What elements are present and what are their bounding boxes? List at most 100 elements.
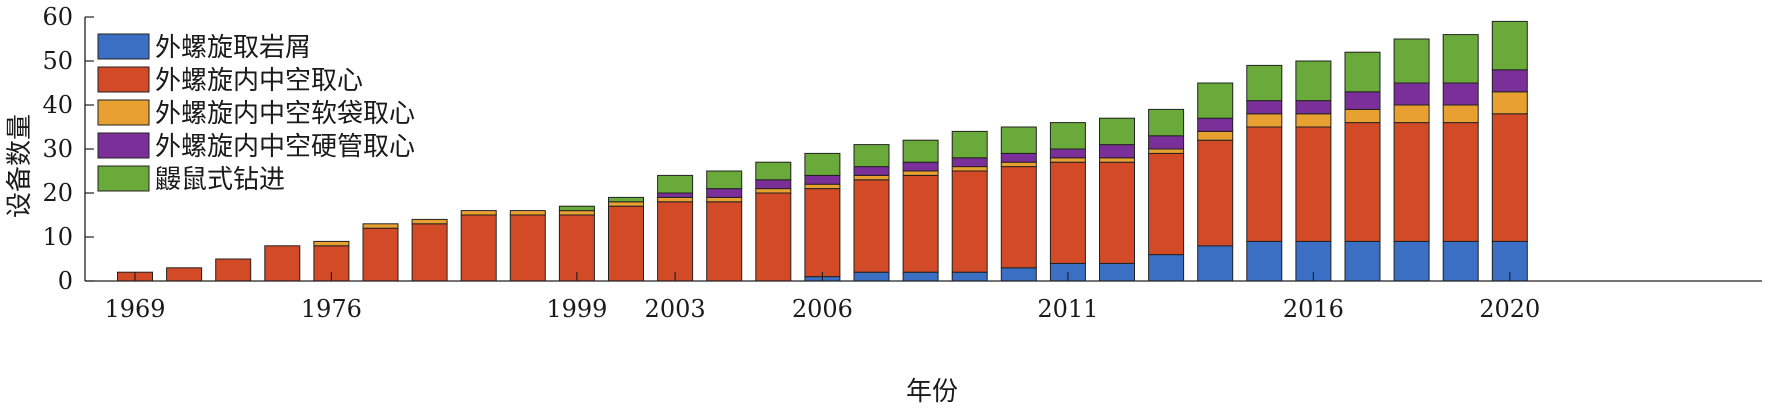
legend-swatch-4 <box>97 132 150 159</box>
bar-segment-1-22 <box>1148 254 1185 282</box>
bar-segment-3-14 <box>755 188 792 194</box>
bar-segment-5-23 <box>1197 82 1234 119</box>
bar-segment-4-19 <box>1000 152 1037 163</box>
bar-segment-3-16 <box>853 174 890 181</box>
bar-segment-4-17 <box>902 161 939 172</box>
bar-segment-4-28 <box>1442 82 1479 106</box>
bar-segment-2-23 <box>1197 139 1234 247</box>
bar-segment-2-25 <box>1295 126 1332 242</box>
bar-segment-4-16 <box>853 166 890 176</box>
bar-segment-2-26 <box>1344 122 1381 242</box>
legend-swatch-5 <box>97 165 150 192</box>
bar-segment-2-22 <box>1148 152 1185 256</box>
x-tick-label: 2003 <box>645 295 706 323</box>
bar-segment-3-23 <box>1197 130 1234 141</box>
bar-segment-1-16 <box>853 271 890 282</box>
bar-segment-3-20 <box>1049 157 1086 163</box>
legend-label-3: 外螺旋内中空软袋取心 <box>155 99 415 129</box>
bar-segment-4-24 <box>1246 100 1283 115</box>
bar-segment-5-12 <box>657 174 694 194</box>
bar-segment-4-14 <box>755 179 792 190</box>
bar-segment-5-14 <box>755 161 792 181</box>
bar-segment-2-24 <box>1246 126 1283 242</box>
legend-swatch-2 <box>97 66 150 93</box>
bar-segment-2-2 <box>166 267 203 282</box>
bar-segment-3-8 <box>460 210 497 216</box>
bar-segment-5-22 <box>1148 108 1185 137</box>
bar-segment-4-20 <box>1049 148 1086 159</box>
bar-segment-2-19 <box>1000 166 1037 269</box>
bar-segment-2-10 <box>558 214 595 282</box>
bar-segment-4-18 <box>951 157 988 168</box>
bar-segment-3-17 <box>902 170 939 176</box>
bar-segment-3-13 <box>706 196 743 203</box>
bar-segment-2-27 <box>1393 122 1430 242</box>
bar-segment-2-8 <box>460 214 497 282</box>
bar-segment-1-28 <box>1442 240 1479 282</box>
bar-segment-3-24 <box>1246 113 1283 128</box>
bar-segment-3-15 <box>804 183 841 190</box>
bar-segment-4-13 <box>706 188 743 198</box>
bar-segment-3-5 <box>313 240 350 247</box>
bars-group <box>117 20 1528 282</box>
legend-swatch-1 <box>97 33 150 60</box>
legend-label-2: 外螺旋内中空取心 <box>155 66 363 96</box>
y-tick-label: 50 <box>42 47 73 75</box>
bar-segment-3-26 <box>1344 108 1381 124</box>
bar-segment-1-21 <box>1099 262 1135 282</box>
bar-segment-2-20 <box>1049 161 1086 264</box>
bar-segment-5-21 <box>1099 117 1135 146</box>
bar-segment-2-3 <box>215 258 252 282</box>
bar-segment-3-10 <box>558 210 595 216</box>
bar-segment-1-23 <box>1197 245 1234 282</box>
bar-segment-3-6 <box>362 223 399 229</box>
bar-segment-3-18 <box>951 166 988 172</box>
bar-segment-5-24 <box>1246 64 1283 102</box>
bar-segment-3-21 <box>1099 157 1135 163</box>
bar-segment-4-23 <box>1197 117 1234 132</box>
bar-segment-3-28 <box>1442 104 1479 124</box>
y-tick-label: 0 <box>58 267 73 295</box>
bar-segment-3-7 <box>411 218 448 225</box>
bar-segment-3-29 <box>1491 91 1528 115</box>
x-tick-label: 2016 <box>1283 295 1344 323</box>
y-tick-label: 40 <box>42 91 73 119</box>
bar-segment-5-18 <box>951 130 988 159</box>
bar-segment-2-14 <box>755 192 792 282</box>
x-tick-label: 1969 <box>104 295 165 323</box>
bar-segment-5-11 <box>608 196 644 203</box>
bar-segment-4-21 <box>1099 144 1135 159</box>
bar-segment-3-25 <box>1295 113 1332 128</box>
bar-segment-2-12 <box>657 201 694 282</box>
bar-segment-4-27 <box>1393 82 1430 106</box>
bar-segment-2-16 <box>853 179 890 273</box>
bar-segment-4-15 <box>804 174 841 185</box>
y-axis-label: 设备数量 <box>5 114 35 218</box>
bar-segment-1-24 <box>1246 240 1283 282</box>
bar-segment-5-15 <box>804 152 841 176</box>
bar-segment-1-19 <box>1000 267 1037 282</box>
bar-segment-4-25 <box>1295 100 1332 115</box>
x-axis-label: 年份 <box>906 377 958 407</box>
bar-segment-2-17 <box>902 174 939 273</box>
x-tick-label: 2020 <box>1479 295 1540 323</box>
bar-segment-3-27 <box>1393 104 1430 124</box>
bar-segment-5-26 <box>1344 51 1381 93</box>
x-tick-label: 2011 <box>1037 295 1098 323</box>
y-tick-label: 20 <box>42 179 73 207</box>
bar-segment-5-17 <box>902 139 939 163</box>
bar-segment-4-12 <box>657 192 694 198</box>
x-ticks-group: 1969 1976 1999 2003 2006 2011 2016 2020 <box>104 272 1540 323</box>
x-tick-label: 1976 <box>301 295 362 323</box>
bar-segment-3-19 <box>1000 161 1037 168</box>
legend-label-5: 鼹鼠式钻进 <box>155 165 285 195</box>
bar-segment-5-13 <box>706 170 743 190</box>
bar-segment-5-25 <box>1295 60 1332 102</box>
bar-segment-1-26 <box>1344 240 1381 282</box>
bar-segment-2-9 <box>509 214 546 282</box>
bar-segment-5-28 <box>1442 34 1479 84</box>
bar-segment-2-7 <box>411 223 448 282</box>
bar-segment-2-18 <box>951 170 988 273</box>
